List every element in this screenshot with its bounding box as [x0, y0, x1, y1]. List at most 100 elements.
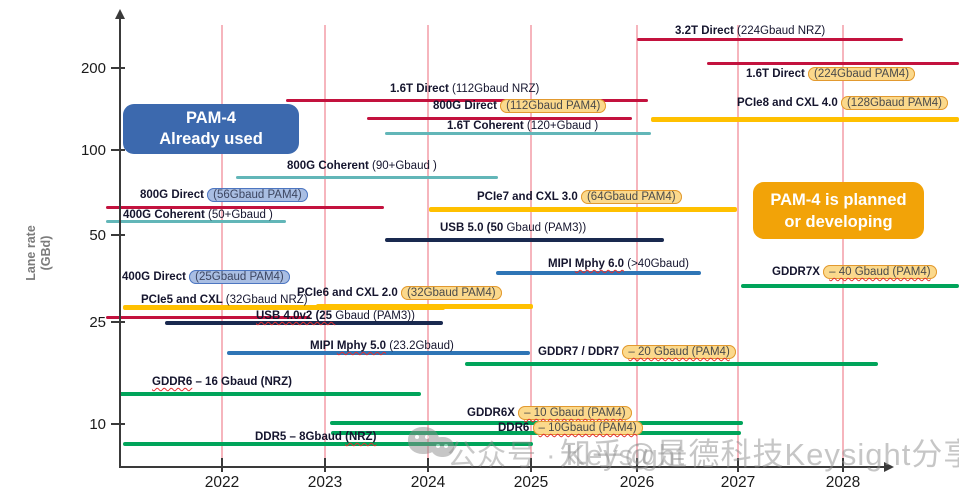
x-tick-label-2028: 2028 — [825, 474, 861, 491]
bar-label-part: 1.6T Coherent — [447, 120, 527, 132]
bar-label-part: (56Gbaud PAM4) — [207, 188, 308, 202]
bar-label-part: – 16 Gbaud (NRZ) — [192, 376, 292, 388]
bar-label-part: – 40 Gbaud (PAM4) — [823, 265, 937, 279]
callout-used-line2: Already used — [159, 130, 263, 148]
bar-label-part: (90+Gbaud ) — [372, 160, 437, 172]
bar-label-1_6t-direct-nrz: 1.6T Direct (112Gbaud NRZ) — [390, 82, 539, 96]
bar-label-800g-coherent: 800G Coherent (90+Gbaud ) — [287, 159, 437, 173]
bar-label-800g-direct-56: 800G Direct (56Gbaud PAM4) — [140, 188, 308, 202]
bar-label-part: (32Gbaud NRZ) — [225, 294, 308, 306]
year-gridline-2022 — [221, 25, 223, 462]
x-tick-2028 — [842, 458, 844, 472]
y-tick-label-10: 10 — [89, 416, 106, 433]
bar-label-part: GDDR6X — [467, 407, 519, 419]
bar-label-part: PCIe6 and CXL 2.0 — [297, 287, 401, 299]
bar-label-part: (224Gbaud NRZ) — [737, 25, 826, 37]
bar-label-gddr6x: GDDR6X – 10 Gbaud (PAM4) — [467, 406, 632, 420]
x-tick-label-2023: 2023 — [307, 474, 343, 491]
bar-label-part: DDR5 – 8Gbaud — [255, 431, 346, 443]
timeline-bar-usb4v2 — [165, 321, 443, 325]
callout-planned-line2: or developing — [784, 212, 893, 231]
timeline-bar-pcie7-cxl3 — [429, 207, 737, 212]
x-tick-2022 — [221, 458, 223, 472]
bar-label-part: PCIe5 and CXL — [141, 294, 226, 306]
x-tick-2023 — [324, 458, 326, 472]
bar-label-part: 800G Direct — [140, 189, 208, 201]
bar-label-ddr6: DDR6 – 10Gbaud (PAM4) — [498, 421, 643, 435]
timeline-bar-mipi-mphy5 — [227, 351, 530, 355]
year-gridline-2026 — [636, 25, 638, 462]
y-axis-title-line1: Lane rate — [24, 225, 38, 281]
bar-label-part: – 10Gbaud (PAM4) — [532, 421, 643, 435]
wechat-watermark-icon — [408, 427, 460, 467]
bar-label-part: (32Gbaud PAM4) — [400, 286, 502, 300]
y-tick-label-50: 50 — [89, 227, 106, 244]
bar-label-part: (NRZ) — [345, 431, 377, 443]
bar-label-part: (112Gbaud PAM4) — [500, 99, 607, 113]
bar-label-pcie8-cxl4: PCIe8 and CXL 4.0 (128Gbaud PAM4) — [737, 96, 949, 110]
timeline-bar-3_2t-direct — [637, 38, 903, 41]
bar-label-3_2t-direct: 3.2T Direct (224Gbaud NRZ) — [675, 24, 825, 38]
bar-label-gddr7x: GDDR7X – 40 Gbaud (PAM4) — [772, 265, 937, 279]
y-tick-label-100: 100 — [80, 142, 106, 159]
bar-label-part: 800G Direct — [433, 100, 501, 112]
timeline-bar-usb5 — [385, 238, 664, 242]
bar-label-part: 1.6T Direct — [390, 83, 452, 95]
bar-label-part: PCIe8 and CXL 4.0 — [737, 97, 841, 109]
bar-label-ddr5: DDR5 – 8Gbaud (NRZ) — [255, 430, 376, 444]
bar-label-part: (224Gbaud PAM4) — [808, 67, 916, 81]
bar-label-part: GDDR6 — [152, 376, 193, 388]
timeline-bar-pcie5-cxl — [123, 305, 445, 310]
bar-label-part: 800G Coherent — [287, 160, 372, 172]
bar-label-part: GDDR7X — [772, 266, 824, 278]
x-axis-line — [119, 466, 886, 468]
x-tick-label-2025: 2025 — [513, 474, 549, 491]
bar-label-part: PCIe7 and CXL 3.0 — [477, 191, 581, 203]
year-gridline-2023 — [324, 25, 326, 462]
bar-label-800g-direct-112: 800G Direct (112Gbaud PAM4) — [433, 99, 607, 113]
timeline-bar-400g-coherent — [106, 220, 286, 223]
bar-label-part: (23.2Gbaud) — [386, 340, 454, 352]
y-axis-line — [119, 18, 121, 467]
y-tick-label-200: 200 — [80, 60, 106, 77]
bar-label-1_6t-direct-pam4: 1.6T Direct (224Gbaud PAM4) — [746, 67, 916, 81]
timeline-bar-gddr7x — [741, 284, 959, 288]
bar-label-pcie6-cxl2: PCIe6 and CXL 2.0 (32Gbaud PAM4) — [297, 286, 502, 300]
x-tick-2025 — [530, 458, 532, 472]
callout-pam4-planned: PAM-4 is planned or developing — [753, 182, 924, 239]
timeline-bar-mipi-mphy6 — [496, 271, 701, 275]
bar-label-part: – 10 Gbaud (PAM4) — [518, 406, 632, 420]
bar-label-part: (>40Gbaud) — [624, 258, 689, 270]
bar-label-part: USB 5.0 (50 — [440, 222, 507, 234]
timeline-bar-gddr6 — [119, 392, 421, 396]
y-tick-10 — [111, 423, 125, 425]
bar-label-400g-direct: 400G Direct (25Gbaud PAM4) — [122, 270, 290, 284]
timeline-bar-1_6t-direct-nrz — [286, 99, 648, 102]
bar-label-part: 400G Coherent — [123, 209, 208, 221]
bar-label-part: (120+Gbaud ) — [526, 120, 599, 132]
timeline-bar-800g-direct-112 — [367, 117, 632, 120]
bar-label-400g-coherent: 400G Coherent (50+Gbaud ) — [123, 208, 273, 222]
bar-label-pcie5-cxl: PCIe5 and CXL (32Gbaud NRZ) — [141, 293, 308, 307]
callout-used-line1: PAM-4 — [185, 109, 237, 127]
bar-label-part: (112Gbaud NRZ) — [452, 83, 540, 95]
x-tick-2026 — [636, 458, 638, 472]
x-tick-2027 — [737, 458, 739, 472]
y-tick-label-25: 25 — [89, 314, 106, 331]
bar-label-pcie7-cxl3: PCIe7 and CXL 3.0 (64Gbaud PAM4) — [477, 190, 682, 204]
bar-label-gddr6: GDDR6 – 16 Gbaud (NRZ) — [152, 375, 292, 389]
bar-label-part: USB 4.0v2 (25 — [256, 310, 336, 322]
callout-pam4-already-used: PAM-4 Already used — [123, 104, 299, 154]
bar-label-part: DDR6 — [498, 422, 533, 434]
bar-label-gddr7-ddr7: GDDR7 / DDR7 – 20 Gbaud (PAM4) — [538, 345, 736, 359]
bar-label-mipi-mphy6: MIPI Mphy 6.0 (>40Gbaud) — [548, 257, 689, 271]
zhihu-watermark-text: 知乎@是德科技Keysight分享. — [560, 437, 959, 472]
bar-label-part: GDDR7 / DDR7 — [538, 346, 623, 358]
timeline-bar-800g-coherent — [236, 176, 498, 179]
timeline-bar-ddr5 — [123, 442, 533, 446]
bar-label-part: MIPI — [548, 258, 575, 270]
bar-label-1_6t-coherent: 1.6T Coherent (120+Gbaud ) — [447, 119, 598, 133]
x-tick-label-2027: 2027 — [720, 474, 756, 491]
